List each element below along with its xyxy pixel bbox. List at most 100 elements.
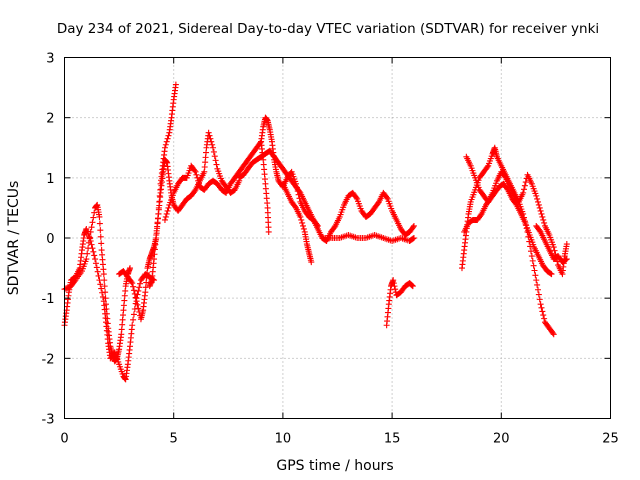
data-point <box>551 247 558 254</box>
data-point <box>292 203 299 210</box>
x-tick-label: 10 <box>275 432 292 447</box>
data-point <box>408 281 415 288</box>
data-point <box>134 301 141 308</box>
data-point <box>99 293 106 300</box>
data-point <box>100 271 107 278</box>
data-point <box>390 277 397 284</box>
data-point <box>550 244 557 251</box>
data-point <box>521 186 528 193</box>
data-point <box>207 135 214 142</box>
data-point <box>91 209 98 216</box>
data-point <box>541 315 548 322</box>
data-point <box>501 173 508 180</box>
data-point <box>548 271 555 278</box>
data-point <box>484 164 491 171</box>
data-point <box>541 219 548 226</box>
data-point <box>383 194 390 201</box>
data-point <box>94 268 101 275</box>
x-tick-label: 5 <box>170 432 178 447</box>
data-point <box>62 285 69 292</box>
data-point <box>162 141 169 148</box>
data-point <box>210 148 217 155</box>
data-point <box>549 330 556 337</box>
data-point <box>563 241 570 248</box>
data-points <box>61 81 570 383</box>
data-point <box>130 311 137 318</box>
data-point <box>129 322 136 329</box>
series-track-d <box>146 129 243 290</box>
data-point <box>539 213 546 220</box>
data-point <box>137 280 144 287</box>
data-point <box>410 222 417 229</box>
data-point <box>196 180 203 187</box>
series-track-l <box>461 180 555 278</box>
data-point <box>530 262 537 269</box>
data-point <box>300 225 307 232</box>
data-point <box>162 213 169 220</box>
data-point <box>131 305 138 312</box>
data-point <box>93 264 100 271</box>
data-point <box>194 174 201 181</box>
data-point <box>195 177 202 184</box>
data-point <box>331 224 338 231</box>
data-point <box>132 294 139 301</box>
data-point <box>90 214 97 221</box>
data-point <box>130 316 137 323</box>
series-track-h <box>279 180 315 266</box>
data-point <box>99 289 106 296</box>
data-point <box>131 290 138 297</box>
data-point <box>533 277 540 284</box>
data-point <box>164 135 171 142</box>
data-point <box>409 283 416 290</box>
chart-title: Day 234 of 2021, Sidereal Day-to-day VTE… <box>57 21 599 37</box>
data-point <box>102 289 109 296</box>
data-point <box>529 257 536 264</box>
data-point <box>89 219 96 226</box>
data-point <box>534 198 541 205</box>
data-point <box>193 171 200 178</box>
data-point <box>531 267 538 274</box>
data-point <box>213 161 220 168</box>
data-point <box>540 216 547 223</box>
data-point <box>562 256 569 263</box>
data-point <box>512 200 519 207</box>
data-point <box>534 195 541 202</box>
data-point <box>520 189 527 196</box>
data-point <box>538 210 545 217</box>
series-track-j <box>383 277 416 329</box>
data-point <box>101 283 108 290</box>
data-point <box>163 210 170 217</box>
data-point <box>534 281 541 288</box>
data-point <box>297 213 304 220</box>
data-point <box>88 224 95 231</box>
y-tick-label: 1 <box>46 172 54 187</box>
data-point <box>96 220 103 227</box>
data-point <box>165 204 172 211</box>
data-point <box>208 138 215 145</box>
data-point <box>528 248 535 255</box>
data-point <box>96 213 103 220</box>
data-point <box>477 212 484 219</box>
data-point <box>536 204 543 211</box>
data-point <box>410 224 417 231</box>
series-track-m <box>463 153 570 278</box>
y-tick-label: -3 <box>42 413 55 428</box>
data-point <box>547 270 554 277</box>
data-point <box>135 305 142 312</box>
x-tick-label: 20 <box>493 432 510 447</box>
data-point <box>375 200 382 207</box>
axis-ticks <box>64 57 611 419</box>
data-point <box>410 235 417 242</box>
series-track-i <box>319 231 417 245</box>
data-point <box>192 168 199 175</box>
data-point <box>83 256 90 263</box>
data-point <box>299 222 306 229</box>
series-track-a <box>61 201 134 365</box>
y-tick-labels: -3 -2 -1 0 1 2 3 <box>42 52 55 428</box>
data-point <box>92 260 99 267</box>
data-point <box>97 233 104 240</box>
series-track-g <box>258 138 272 235</box>
data-point <box>532 272 539 279</box>
data-point <box>87 238 94 245</box>
